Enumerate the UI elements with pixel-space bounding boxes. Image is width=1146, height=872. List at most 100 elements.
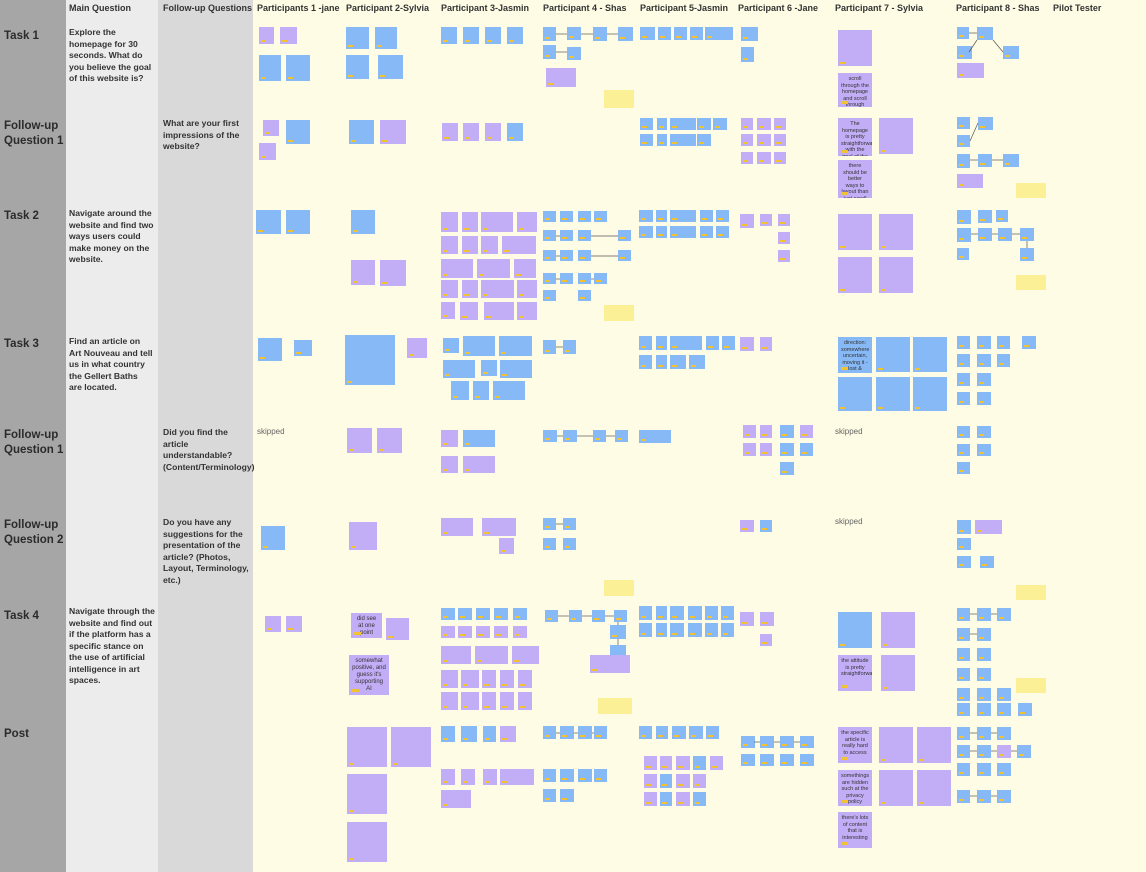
sticky-note[interactable] — [743, 443, 756, 456]
sticky-note[interactable] — [660, 792, 672, 806]
sticky-note[interactable] — [386, 618, 409, 640]
sticky-note[interactable] — [441, 769, 455, 785]
sticky-note[interactable] — [838, 612, 872, 648]
sticky-note[interactable] — [957, 248, 969, 260]
sticky-note[interactable] — [705, 623, 718, 637]
sticky-note[interactable] — [463, 123, 479, 141]
sticky-note[interactable] — [560, 211, 573, 222]
sticky-note[interactable] — [500, 360, 532, 378]
sticky-note[interactable] — [640, 118, 653, 130]
sticky-note[interactable] — [741, 736, 755, 748]
sticky-note[interactable] — [543, 290, 556, 301]
sticky-note[interactable] — [977, 790, 991, 803]
sticky-note[interactable] — [286, 210, 310, 234]
sticky-note[interactable] — [690, 27, 703, 40]
sticky-note[interactable] — [507, 123, 523, 141]
sticky-note[interactable] — [286, 120, 310, 144]
sticky-note[interactable] — [604, 90, 634, 108]
sticky-note[interactable] — [615, 430, 628, 442]
sticky-note[interactable] — [610, 625, 626, 639]
sticky-note[interactable] — [563, 430, 577, 442]
sticky-note[interactable] — [778, 214, 790, 226]
sticky-note[interactable] — [977, 354, 991, 367]
sticky-note[interactable] — [460, 302, 478, 320]
sticky-note[interactable] — [670, 134, 696, 146]
sticky-note[interactable] — [543, 538, 556, 550]
sticky-note[interactable] — [594, 211, 607, 222]
sticky-note[interactable] — [670, 606, 684, 620]
sticky-note[interactable] — [1016, 183, 1046, 198]
sticky-note[interactable] — [482, 518, 516, 536]
sticky-note[interactable] — [670, 226, 696, 238]
sticky-note[interactable] — [578, 211, 591, 222]
sticky-note[interactable] — [838, 214, 872, 250]
sticky-note[interactable] — [441, 27, 457, 44]
sticky-note[interactable] — [500, 670, 514, 688]
sticky-note[interactable] — [560, 250, 573, 261]
sticky-note[interactable] — [957, 135, 970, 147]
sticky-note[interactable] — [705, 27, 733, 40]
sticky-note[interactable] — [957, 790, 970, 803]
sticky-note[interactable] — [441, 212, 458, 232]
sticky-note[interactable] — [567, 47, 581, 60]
sticky-note[interactable] — [838, 30, 872, 66]
sticky-note[interactable] — [957, 63, 984, 78]
sticky-note[interactable] — [997, 336, 1010, 349]
sticky-note[interactable] — [977, 688, 991, 701]
sticky-note[interactable] — [259, 55, 281, 81]
sticky-note[interactable] — [957, 648, 970, 661]
sticky-note[interactable] — [980, 556, 994, 568]
sticky-note[interactable] — [462, 236, 478, 254]
sticky-note[interactable] — [978, 154, 992, 167]
sticky-note[interactable] — [507, 27, 523, 44]
sticky-note[interactable] — [997, 688, 1011, 701]
sticky-note[interactable] — [997, 727, 1011, 740]
sticky-note[interactable] — [441, 608, 455, 620]
sticky-note[interactable] — [476, 608, 490, 620]
sticky-note[interactable] — [518, 692, 532, 710]
sticky-note[interactable] — [760, 214, 772, 226]
sticky-note[interactable] — [441, 280, 458, 298]
sticky-note[interactable] — [957, 520, 971, 534]
sticky-note[interactable] — [780, 443, 794, 456]
sticky-note[interactable] — [377, 428, 402, 453]
sticky-note[interactable] — [1016, 585, 1046, 600]
sticky-note[interactable] — [957, 373, 970, 386]
sticky-note[interactable] — [462, 212, 478, 232]
sticky-note[interactable] — [514, 259, 536, 278]
sticky-note[interactable] — [644, 774, 657, 788]
sticky-note[interactable] — [461, 769, 475, 785]
sticky-note[interactable] — [563, 518, 576, 530]
sticky-note[interactable] — [578, 769, 592, 782]
sticky-note[interactable] — [741, 152, 753, 164]
sticky-note[interactable] — [689, 726, 703, 739]
sticky-note[interactable] — [473, 381, 489, 400]
sticky-note[interactable] — [482, 692, 496, 710]
sticky-note[interactable] — [917, 770, 951, 806]
sticky-note[interactable] — [263, 120, 279, 136]
sticky-note[interactable] — [997, 790, 1011, 803]
sticky-note[interactable] — [780, 462, 794, 475]
sticky-note[interactable] — [722, 336, 735, 350]
sticky-note[interactable] — [957, 763, 970, 776]
sticky-note[interactable] — [978, 117, 993, 130]
sticky-note[interactable] — [563, 340, 576, 354]
sticky-note[interactable] — [1016, 275, 1046, 290]
sticky-note[interactable] — [706, 336, 719, 350]
sticky-note[interactable] — [618, 250, 631, 261]
sticky-note[interactable] — [441, 646, 471, 664]
sticky-note[interactable] — [590, 655, 630, 673]
sticky-note[interactable] — [977, 373, 991, 386]
sticky-note[interactable] — [604, 305, 634, 321]
sticky-note[interactable] — [482, 670, 496, 688]
sticky-note[interactable] — [543, 769, 556, 782]
sticky-note[interactable] — [461, 670, 479, 688]
sticky-note[interactable] — [741, 134, 753, 146]
sticky-note[interactable] — [838, 257, 872, 293]
sticky-note[interactable] — [760, 337, 772, 351]
sticky-note[interactable] — [740, 612, 754, 626]
sticky-note[interactable] — [639, 226, 653, 238]
sticky-note[interactable] — [543, 789, 556, 802]
sticky-note[interactable] — [957, 688, 970, 701]
sticky-note[interactable] — [879, 257, 913, 293]
